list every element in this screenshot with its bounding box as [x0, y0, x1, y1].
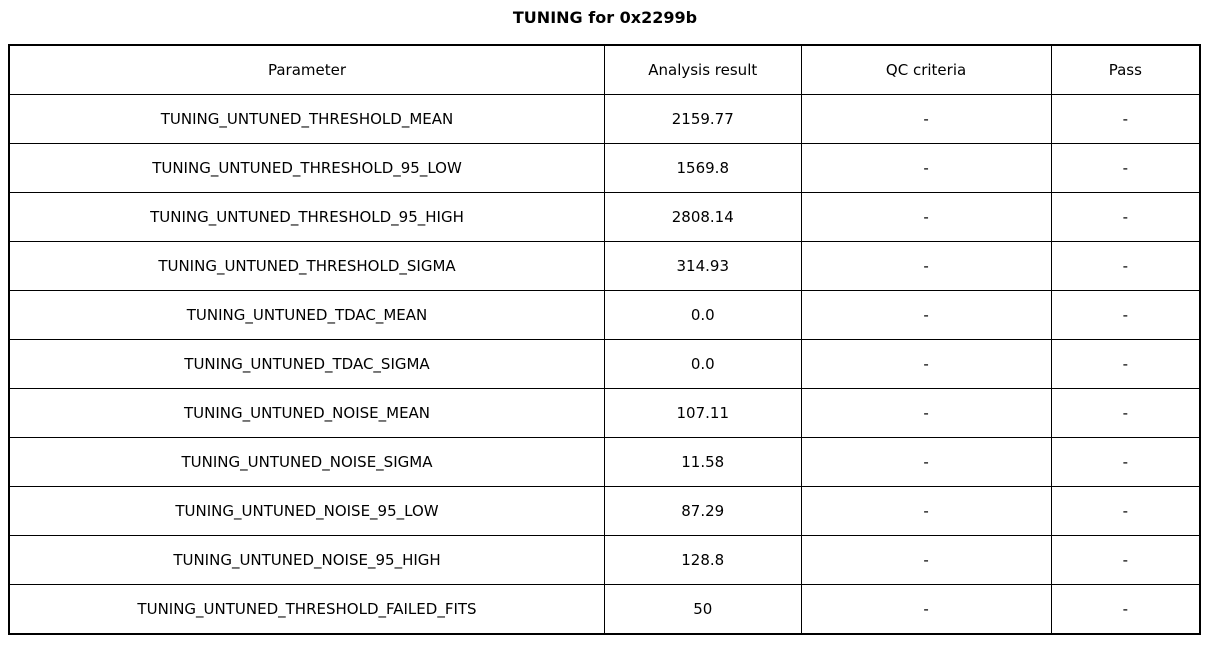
table-row: TUNING_UNTUNED_THRESHOLD_95_HIGH 2808.14-…	[8, 192, 1201, 242]
cell-analysis-result: 2159.77	[604, 94, 802, 144]
cell-parameter: TUNING_UNTUNED_NOISE_95_LOW	[8, 486, 605, 536]
cell-parameter: TUNING_UNTUNED_NOISE_95_HIGH	[8, 535, 605, 585]
cell-pass: -	[1050, 584, 1201, 635]
cell-parameter: TUNING_UNTUNED_TDAC_MEAN	[8, 290, 605, 340]
cell-parameter: TUNING_UNTUNED_TDAC_SIGMA	[8, 339, 605, 389]
cell-qc-criteria: -	[800, 143, 1052, 193]
cell-analysis-result: 107.11	[604, 388, 802, 438]
cell-pass: -	[1050, 241, 1201, 291]
cell-analysis-result: 87.29	[604, 486, 802, 536]
column-header-analysis-result: Analysis result	[604, 44, 802, 95]
column-header-parameter: Parameter	[8, 44, 605, 95]
cell-analysis-result: 1569.8	[604, 143, 802, 193]
cell-analysis-result: 0.0	[604, 290, 802, 340]
cell-qc-criteria: -	[800, 437, 1052, 487]
table-header-row: Parameter Analysis result QC criteria Pa…	[8, 44, 1201, 95]
table-row: TUNING_UNTUNED_NOISE_95_HIGH 128.8- -	[8, 535, 1201, 585]
cell-qc-criteria: -	[800, 339, 1052, 389]
cell-pass: -	[1050, 437, 1201, 487]
cell-analysis-result: 50	[604, 584, 802, 635]
cell-qc-criteria: -	[800, 535, 1052, 585]
table-row: TUNING_UNTUNED_NOISE_95_LOW 87.29- -	[8, 486, 1201, 536]
page-title: TUNING for 0x2299b	[512, 8, 698, 27]
cell-pass: -	[1050, 143, 1201, 193]
table-row: TUNING_UNTUNED_THRESHOLD_MEAN 2159.77- -	[8, 94, 1201, 144]
cell-parameter: TUNING_UNTUNED_THRESHOLD_SIGMA	[8, 241, 605, 291]
cell-parameter: TUNING_UNTUNED_THRESHOLD_95_HIGH	[8, 192, 605, 242]
cell-analysis-result: 128.8	[604, 535, 802, 585]
cell-qc-criteria: -	[800, 290, 1052, 340]
cell-parameter: TUNING_UNTUNED_NOISE_MEAN	[8, 388, 605, 438]
table-row: TUNING_UNTUNED_TDAC_SIGMA 0.0- -	[8, 339, 1201, 389]
cell-analysis-result: 2808.14	[604, 192, 802, 242]
table-row: TUNING_UNTUNED_THRESHOLD_95_LOW 1569.8- -	[8, 143, 1201, 193]
cell-qc-criteria: -	[800, 192, 1052, 242]
column-header-qc-criteria: QC criteria	[800, 44, 1052, 95]
cell-qc-criteria: -	[800, 241, 1052, 291]
cell-parameter: TUNING_UNTUNED_THRESHOLD_FAILED_FITS	[8, 584, 605, 635]
cell-qc-criteria: -	[800, 584, 1052, 635]
tuning-results-table: Parameter Analysis result QC criteria Pa…	[8, 44, 1201, 635]
cell-analysis-result: 11.58	[604, 437, 802, 487]
cell-pass: -	[1050, 290, 1201, 340]
cell-qc-criteria: -	[800, 388, 1052, 438]
table-row: TUNING_UNTUNED_NOISE_MEAN 107.11- -	[8, 388, 1201, 438]
cell-qc-criteria: -	[800, 486, 1052, 536]
cell-pass: -	[1050, 535, 1201, 585]
cell-analysis-result: 0.0	[604, 339, 802, 389]
table-body: TUNING_UNTUNED_THRESHOLD_MEAN 2159.77- - TU…	[8, 94, 1201, 635]
cell-pass: -	[1050, 94, 1201, 144]
cell-pass: -	[1050, 192, 1201, 242]
cell-parameter: TUNING_UNTUNED_THRESHOLD_95_LOW	[8, 143, 605, 193]
cell-qc-criteria: -	[800, 94, 1052, 144]
cell-parameter: TUNING_UNTUNED_THRESHOLD_MEAN	[8, 94, 605, 144]
cell-pass: -	[1050, 388, 1201, 438]
cell-analysis-result: 314.93	[604, 241, 802, 291]
cell-pass: -	[1050, 486, 1201, 536]
table-row: TUNING_UNTUNED_TDAC_MEAN 0.0- -	[8, 290, 1201, 340]
table-row: TUNING_UNTUNED_THRESHOLD_FAILED_FITS 50- -	[8, 584, 1201, 635]
table-row: TUNING_UNTUNED_NOISE_SIGMA 11.58- -	[8, 437, 1201, 487]
cell-parameter: TUNING_UNTUNED_NOISE_SIGMA	[8, 437, 605, 487]
table-row: TUNING_UNTUNED_THRESHOLD_SIGMA 314.93- -	[8, 241, 1201, 291]
column-header-pass: Pass	[1050, 44, 1201, 95]
cell-pass: -	[1050, 339, 1201, 389]
